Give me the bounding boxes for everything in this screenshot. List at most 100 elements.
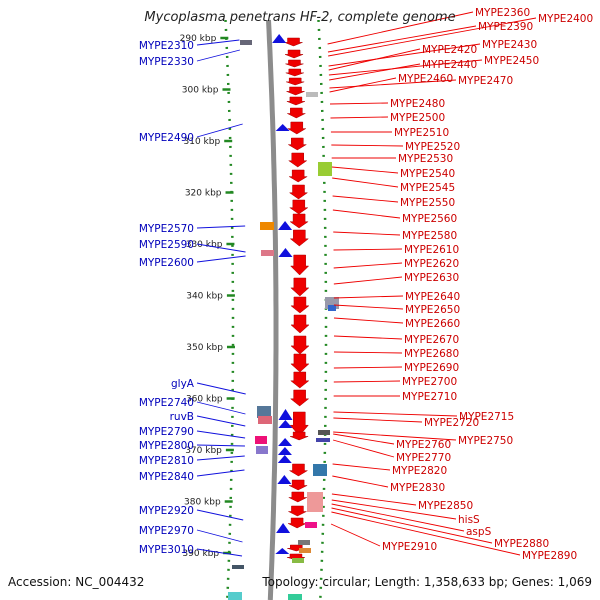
right-gene-label: MYPE2640	[405, 291, 460, 303]
right-gene-label: MYPE2480	[390, 98, 445, 110]
left-gene-label: MYPE2310	[139, 40, 194, 52]
scale-tick-label: 370 kbp	[185, 446, 222, 456]
plus-strand-gene-arrow	[285, 59, 304, 68]
right-gene-label: MYPE2660	[405, 318, 460, 330]
right-label-leader	[327, 25, 477, 53]
left-gene-labels: MYPE2310 MYPE2330 MYPE2490 MYPE2570 MYPE2590…	[139, 40, 195, 556]
minus-strand-gene-arrow	[277, 475, 292, 484]
left-label-leader	[196, 444, 245, 447]
right-gene-label: MYPE2710	[402, 391, 457, 403]
plus-strand-gene-arrow	[284, 37, 303, 47]
misc-feature-block	[261, 250, 274, 256]
right-label-leader	[333, 304, 404, 310]
plus-strand-gene-arrow	[289, 229, 310, 247]
right-gene-label: MYPE2760	[396, 439, 451, 451]
accession-text: Accession: NC_004432	[8, 575, 145, 589]
right-label-leader	[333, 433, 395, 445]
misc-feature-block	[232, 565, 244, 569]
plus-strand-gene-arrow	[290, 314, 310, 334]
right-gene-label: MYPE2510	[394, 127, 449, 139]
plus-strand-gene-arrow	[289, 213, 309, 229]
plus-strand-gene-arrow	[290, 254, 310, 276]
right-gene-label: MYPE2560	[402, 213, 457, 225]
right-gene-label: MYPE2450	[484, 55, 539, 67]
minus-strand-gene-arrow	[277, 455, 292, 463]
left-label-leader	[196, 529, 243, 543]
right-label-leader	[328, 48, 421, 71]
left-gene-label: glyA	[171, 378, 195, 390]
misc-feature-block	[318, 430, 330, 435]
scale-tick-label: 350 kbp	[186, 343, 223, 353]
right-label-leader	[332, 177, 399, 188]
left-gene-label: MYPE3010	[139, 544, 194, 556]
right-gene-label: MYPE2390	[478, 21, 533, 33]
right-label-leader	[333, 231, 401, 236]
plus-strand-gene-arrow	[289, 199, 309, 215]
right-gene-label: MYPE2545	[400, 182, 455, 194]
right-label-leader	[333, 317, 404, 324]
scale-tick-label: 300 kbp	[182, 86, 219, 96]
right-gene-label: hisS	[458, 514, 480, 526]
plus-strand-gene-arrow	[290, 431, 309, 441]
plus-strand-gene-arrow	[286, 77, 305, 86]
right-label-leader	[331, 144, 404, 147]
right-label-leader	[330, 116, 389, 119]
right-label-leader	[330, 523, 381, 547]
left-gene-label: MYPE2790	[139, 426, 194, 438]
left-label-leader	[196, 548, 243, 557]
inner-dotted-ring	[224, 19, 235, 600]
right-label-leader	[332, 475, 389, 488]
plus-strand-gene-arrow	[288, 491, 307, 503]
right-label-leader	[333, 431, 457, 441]
left-gene-label: ruvB	[170, 411, 194, 423]
left-gene-label: MYPE2920	[139, 505, 194, 517]
misc-feature-block	[328, 305, 336, 311]
right-gene-label: MYPE2830	[390, 482, 445, 494]
left-label-leader	[196, 255, 246, 263]
right-label-leader	[333, 366, 403, 369]
label-leaders	[196, 11, 537, 557]
minus-strand-gene-arrow	[275, 548, 290, 554]
minus-strand-gene-arrow	[278, 409, 293, 420]
misc-feature-block	[313, 464, 327, 476]
misc-feature-block	[288, 594, 302, 600]
misc-feature-block	[307, 492, 323, 512]
right-gene-label: MYPE2820	[392, 465, 447, 477]
minus-strand-gene-arrow	[277, 447, 292, 455]
left-label-leader	[196, 455, 245, 461]
right-label-leader	[329, 77, 397, 93]
left-gene-label: MYPE2490	[139, 132, 194, 144]
right-label-leader	[333, 380, 401, 383]
right-gene-label: MYPE2550	[400, 197, 455, 209]
right-label-leader	[331, 511, 521, 556]
right-gene-label: MYPE2650	[405, 304, 460, 316]
scale-tick-label: 360 kbp	[186, 395, 223, 405]
outer-dotted-ring	[317, 19, 328, 600]
left-gene-label: MYPE2810	[139, 455, 194, 467]
right-gene-label: MYPE2770	[396, 452, 451, 464]
right-label-leader	[333, 411, 458, 417]
plus-strand-gene-arrow	[290, 277, 310, 297]
right-gene-label: MYPE2400	[538, 13, 593, 25]
minus-strand-gene-arrow	[278, 248, 293, 257]
misc-feature-block	[318, 162, 332, 176]
right-label-leader	[329, 63, 421, 81]
left-label-leader	[196, 382, 246, 395]
right-label-leader	[331, 493, 417, 506]
left-label-leader	[196, 49, 240, 62]
right-label-leader	[331, 507, 493, 544]
left-label-leader	[196, 509, 244, 521]
left-gene-label: MYPE2330	[139, 56, 194, 68]
right-gene-label: MYPE2540	[400, 168, 455, 180]
right-gene-label: MYPE2690	[404, 362, 459, 374]
right-gene-label: MYPE2715	[459, 411, 514, 423]
right-label-leader	[331, 503, 465, 532]
left-label-leader	[196, 415, 246, 427]
minus-strand-gene-arrow	[278, 420, 293, 428]
misc-feature-block	[298, 540, 310, 545]
right-gene-label: MYPE2670	[404, 334, 459, 346]
right-gene-label: MYPE2470	[458, 75, 513, 87]
minus-strand-gene-arrow	[278, 221, 293, 230]
right-label-leader	[332, 463, 391, 471]
right-gene-label: MYPE2500	[390, 112, 445, 124]
